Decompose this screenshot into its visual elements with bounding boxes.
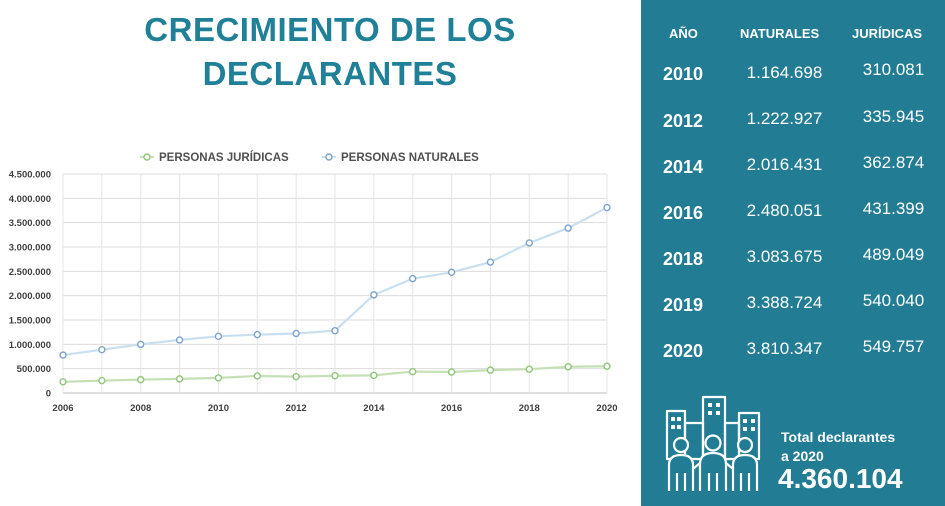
title-line-1: CRECIMIENTO DE LOS	[144, 11, 516, 48]
x-tick-label: 2014	[363, 403, 385, 414]
row-year: 2016	[662, 203, 704, 223]
data-point	[370, 291, 378, 299]
x-tick-label: 2018	[519, 403, 540, 414]
total-label: Total declarantes a 2020	[781, 428, 941, 466]
total-label-line-2: a 2020	[781, 448, 824, 464]
row-juridicas: 310.081	[862, 60, 925, 79]
y-tick-label: 4.000.000	[9, 194, 51, 205]
x-tick-label: 2010	[208, 403, 229, 414]
data-point	[214, 374, 223, 382]
row-juridicas: 431.399	[862, 199, 925, 218]
data-point	[331, 327, 339, 335]
header-naturales: NATURALES	[740, 26, 820, 41]
legend-marker	[143, 153, 151, 161]
data-point	[409, 367, 417, 376]
data-point	[253, 372, 261, 380]
x-tick-label: 2020	[596, 403, 617, 414]
legend-label: PERSONAS NATURALES	[341, 152, 479, 164]
data-point	[59, 378, 67, 386]
data-point	[525, 239, 533, 247]
title-line-2: DECLARANTES	[202, 55, 458, 92]
data-point	[447, 268, 456, 277]
data-point	[253, 330, 261, 339]
data-point	[331, 372, 339, 380]
row-year: 2010	[662, 64, 704, 84]
x-axis-ticks: 2006 2008 2010 2012 2014 2016 2018 2020	[52, 403, 617, 414]
row-naturales: 1.222.927	[746, 109, 823, 128]
y-tick-label: 1.000.000	[9, 340, 51, 351]
data-point	[564, 363, 572, 371]
data-point	[98, 345, 106, 354]
y-axis-ticks: 0 500.000 1.000.000 1.500.000 2.000.000 2.500…	[9, 170, 51, 400]
data-point	[214, 332, 223, 341]
legend-marker	[325, 153, 333, 161]
data-point	[370, 371, 378, 380]
data-point	[447, 368, 456, 376]
total-value: 4.360.104	[778, 463, 903, 494]
row-juridicas: 362.874	[862, 153, 925, 172]
row-year: 2020	[662, 341, 704, 361]
y-tick-label: 0	[46, 389, 51, 400]
header-juridicas: JURÍDICAS	[852, 26, 923, 41]
row-naturales: 2.016.431	[746, 155, 823, 174]
x-tick-label: 2008	[130, 403, 151, 414]
header-year: AÑO	[669, 26, 698, 41]
data-point	[603, 362, 611, 370]
data-point	[564, 224, 572, 232]
row-naturales: 3.388.724	[746, 293, 823, 312]
row-naturales: 1.164.698	[746, 63, 823, 82]
data-point	[137, 340, 145, 349]
x-tick-label: 2006	[52, 403, 73, 414]
row-year: 2019	[662, 295, 704, 315]
data-point	[486, 366, 495, 374]
legend-label: PERSONAS JURÍDICAS	[159, 151, 289, 164]
summary-panel: AÑO NATURALES JURÍDICAS 2010 1.164.698 3…	[641, 0, 945, 506]
data-point	[603, 203, 611, 212]
data-point	[175, 375, 184, 383]
x-tick-label: 2016	[441, 403, 462, 414]
row-juridicas: 489.049	[862, 245, 925, 264]
people-city-icon	[665, 395, 761, 491]
data-point	[137, 375, 145, 384]
row-juridicas: 540.040	[862, 291, 925, 310]
y-tick-label: 500.000	[17, 364, 51, 375]
data-point	[292, 329, 300, 338]
y-tick-label: 2.000.000	[9, 291, 51, 302]
row-naturales: 3.083.675	[746, 247, 823, 266]
y-tick-label: 3.000.000	[9, 243, 51, 254]
chart-series	[59, 203, 611, 386]
y-tick-label: 1.500.000	[9, 316, 51, 327]
row-year: 2014	[662, 157, 704, 177]
row-juridicas: 335.945	[862, 107, 925, 126]
data-point	[486, 258, 495, 266]
page-title: CRECIMIENTO DE LOS DECLARANTES	[110, 8, 550, 96]
line-chart: PERSONAS JURÍDICAS PERSONAS NATURALES 0 50…	[9, 151, 618, 414]
row-year: 2012	[662, 111, 704, 131]
y-tick-label: 3.500.000	[9, 218, 51, 229]
y-tick-label: 4.500.000	[9, 170, 51, 181]
data-point	[292, 372, 300, 381]
data-point	[409, 274, 417, 283]
chart-legend: PERSONAS JURÍDICAS PERSONAS NATURALES	[140, 151, 479, 164]
data-point	[525, 365, 533, 373]
chart-grid	[62, 173, 608, 394]
total-label-line-1: Total declarantes	[781, 429, 896, 445]
y-tick-label: 2.500.000	[9, 267, 51, 278]
x-tick-label: 2012	[286, 403, 307, 414]
data-point	[59, 351, 67, 359]
row-year: 2018	[662, 249, 704, 269]
data-point	[175, 336, 184, 344]
row-juridicas: 549.757	[862, 337, 925, 356]
row-naturales: 3.810.347	[746, 339, 823, 358]
data-point	[98, 376, 106, 385]
row-naturales: 2.480.051	[746, 201, 823, 220]
